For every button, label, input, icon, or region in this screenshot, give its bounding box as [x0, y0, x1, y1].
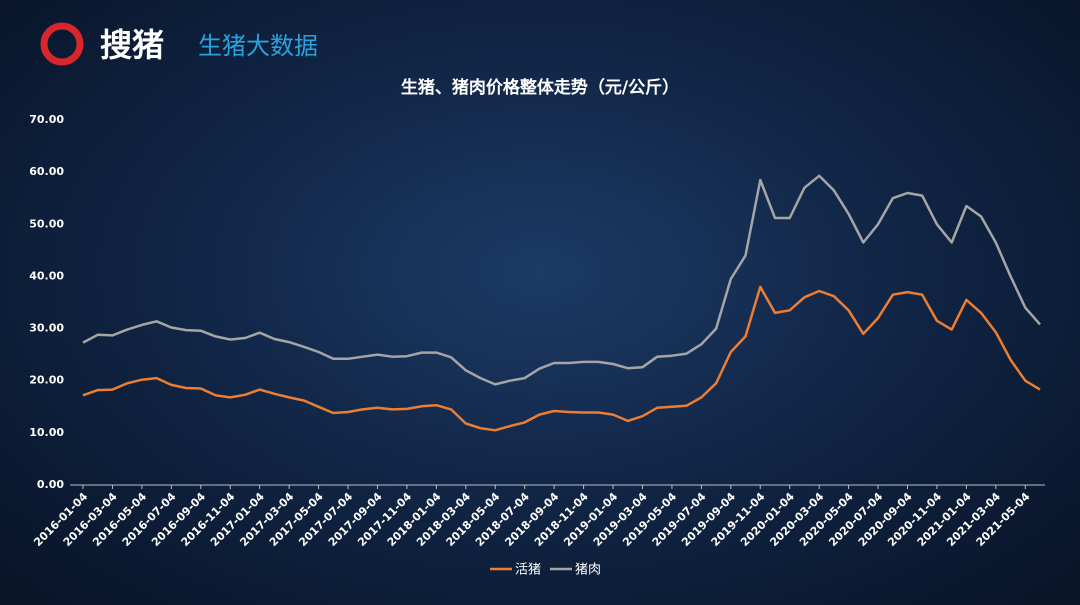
- series-line: [82, 174, 1041, 386]
- logo-text: 搜猪: [100, 26, 164, 64]
- y-tick-label: 0.00: [37, 478, 64, 491]
- y-tick-label: 40.00: [29, 269, 64, 282]
- legend-label: 活猪: [515, 563, 541, 578]
- y-tick-label: 50.00: [29, 217, 64, 230]
- y-tick-label: 30.00: [29, 322, 64, 335]
- y-tick-label: 70.00: [29, 113, 64, 126]
- chart-title: 生猪、猪肉价格整体走势（元/公斤）: [401, 77, 679, 98]
- series-line: [82, 285, 1041, 432]
- y-tick-label: 10.00: [29, 426, 64, 439]
- brand: 生猪大数据: [198, 32, 318, 60]
- legend-label: 猪肉: [575, 563, 601, 578]
- y-tick-label: 60.00: [29, 165, 64, 178]
- y-tick-label: 20.00: [29, 374, 64, 387]
- logo: 搜猪 生猪大数据: [40, 22, 318, 66]
- logo-icon: [40, 22, 84, 66]
